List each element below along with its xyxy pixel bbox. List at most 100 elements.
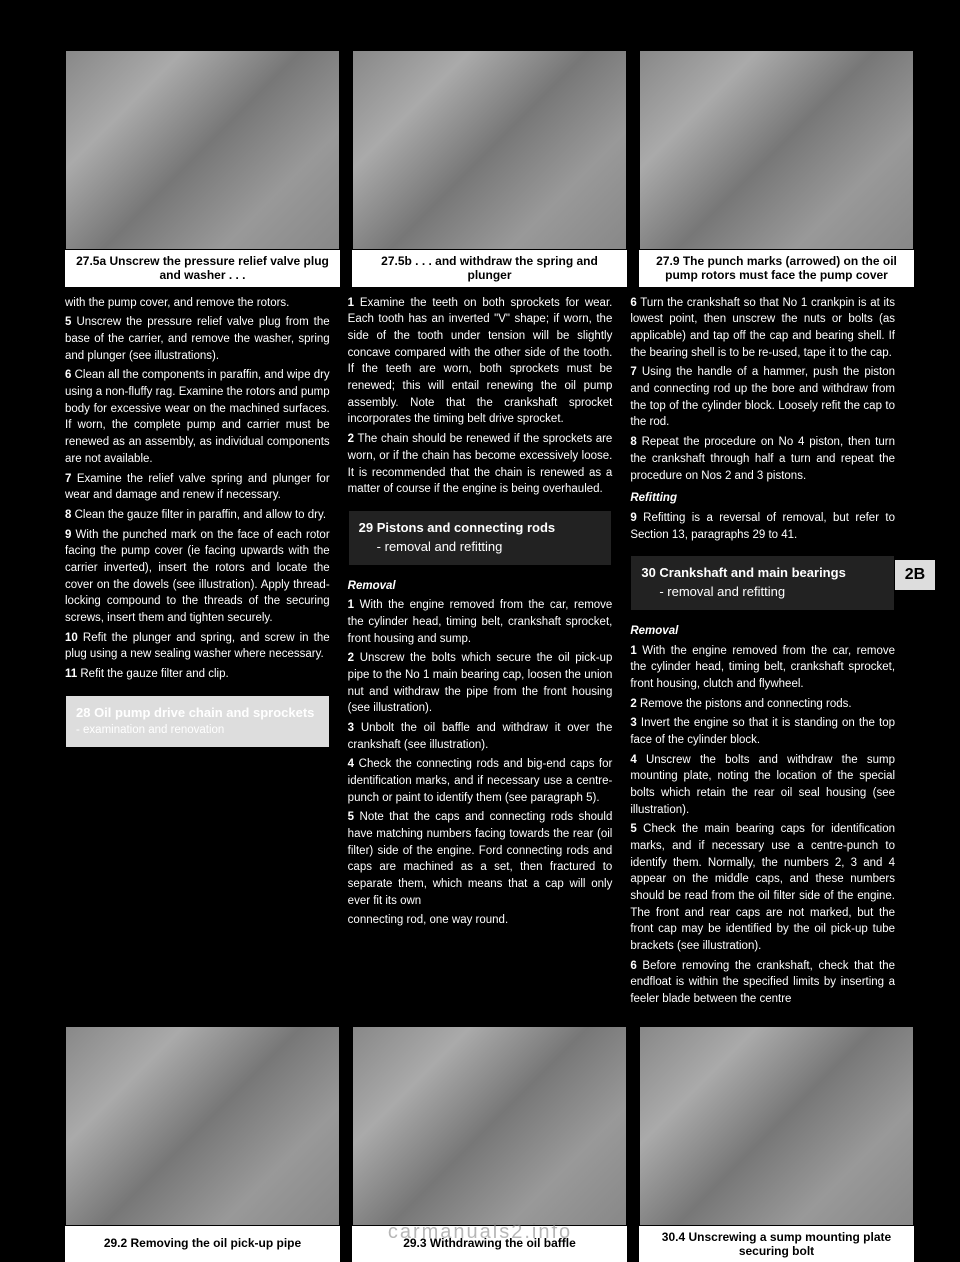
para-text: Refitting is a reversal of removal, but … [630, 512, 895, 541]
para-num: 2 [348, 652, 354, 664]
body-text: 6 Turn the crankshaft so that No 1 crank… [630, 295, 895, 362]
para-text: With the engine removed from the car, re… [630, 645, 895, 690]
figure-27-5a-caption: 27.5a Unscrew the pressure relief valve … [65, 250, 340, 287]
para-text: Check the main bearing caps for identifi… [630, 823, 895, 952]
body-text: 9 Refitting is a reversal of removal, bu… [630, 510, 895, 543]
para-text: With the punched mark on the face of eac… [65, 529, 330, 624]
para-text: Unscrew the pressure relief valve plug f… [65, 316, 330, 361]
para-num: 1 [348, 599, 354, 611]
para-num: 3 [348, 722, 354, 734]
figure-29-3-image [352, 1026, 627, 1226]
para-text: Check the connecting rods and big-end ca… [348, 758, 613, 803]
top-figures-row: 27.5a Unscrew the pressure relief valve … [0, 0, 960, 287]
para-text: The chain should be renewed if the sproc… [348, 433, 613, 495]
figure-27-5a: 27.5a Unscrew the pressure relief valve … [65, 50, 340, 287]
body-text: 5 Check the main bearing caps for identi… [630, 821, 895, 954]
figure-30-4-image [639, 1026, 914, 1226]
para-text: Before removing the crankshaft, check th… [630, 960, 895, 1005]
para-num: 6 [630, 297, 636, 309]
body-text: 1 With the engine removed from the car, … [348, 597, 613, 647]
para-num: 6 [65, 369, 71, 381]
removal-subhead: Removal [630, 623, 895, 640]
page-container: 27.5a Unscrew the pressure relief valve … [0, 0, 960, 1262]
body-text: 6 Clean all the components in paraffin, … [65, 367, 330, 467]
para-num: 4 [630, 754, 636, 766]
figure-27-5a-image [65, 50, 340, 250]
para-text: Invert the engine so that it is standing… [630, 717, 895, 746]
section-30-title: 30 Crankshaft and main bearings [641, 564, 884, 583]
refitting-subhead: Refitting [630, 490, 895, 507]
body-text: with the pump cover, and remove the roto… [65, 295, 330, 312]
body-text: 5 Note that the caps and connecting rods… [348, 809, 613, 909]
para-num: 5 [65, 316, 71, 328]
figure-27-5b-image [352, 50, 627, 250]
figure-27-9: 27.9 The punch marks (arrowed) on the oi… [639, 50, 914, 287]
body-text: connecting rod, one way round. [348, 912, 613, 929]
body-text: 2 The chain should be renewed if the spr… [348, 431, 613, 498]
column-3: 6 Turn the crankshaft so that No 1 crank… [630, 295, 895, 1011]
body-text: 11 Refit the gauze filter and clip. [65, 666, 330, 683]
para-num: 3 [630, 717, 636, 729]
para-num: 10 [65, 632, 78, 644]
removal-subhead: Removal [348, 578, 613, 595]
section-29-title: 29 Pistons and connecting rods [359, 519, 602, 538]
section-29-sub: - removal and refitting [359, 538, 602, 557]
para-num: 11 [65, 668, 77, 680]
para-num: 6 [630, 960, 636, 972]
body-text: 8 Repeat the procedure on No 4 piston, t… [630, 434, 895, 484]
para-text: Examine the teeth on both sprockets for … [348, 297, 613, 426]
section-30-sub: - removal and refitting [641, 583, 884, 602]
body-text: 5 Unscrew the pressure relief valve plug… [65, 314, 330, 364]
para-num: 5 [630, 823, 636, 835]
body-text: 2 Remove the pistons and connecting rods… [630, 696, 895, 713]
body-text: 4 Unscrew the bolts and withdraw the sum… [630, 752, 895, 819]
para-text: Refit the plunger and spring, and screw … [65, 632, 330, 661]
para-text: Remove the pistons and connecting rods. [640, 698, 852, 710]
column-1: with the pump cover, and remove the roto… [65, 295, 330, 1011]
para-text: Repeat the procedure on No 4 piston, the… [630, 436, 895, 481]
body-text: 6 Before removing the crankshaft, check … [630, 958, 895, 1008]
section-29-box: 29 Pistons and connecting rods - removal… [348, 510, 613, 566]
body-text: 2 Unscrew the bolts which secure the oil… [348, 650, 613, 717]
para-num: 9 [630, 512, 636, 524]
para-num: 7 [65, 473, 71, 485]
figure-27-5b-caption: 27.5b . . . and withdraw the spring and … [352, 250, 627, 287]
para-text: Turn the crankshaft so that No 1 crankpi… [630, 297, 895, 359]
body-text: 3 Unbolt the oil baffle and withdraw it … [348, 720, 613, 753]
section-28-sub: - examination and renovation [76, 724, 224, 736]
body-text: 7 Examine the relief valve spring and pl… [65, 471, 330, 504]
figure-27-9-image [639, 50, 914, 250]
column-2: 1 Examine the teeth on both sprockets fo… [348, 295, 613, 1011]
figure-27-9-caption: 27.9 The punch marks (arrowed) on the oi… [639, 250, 914, 287]
figure-27-5b: 27.5b . . . and withdraw the spring and … [352, 50, 627, 287]
para-text: Examine the relief valve spring and plun… [65, 473, 330, 502]
body-text: 10 Refit the plunger and spring, and scr… [65, 630, 330, 663]
section-28-box: 28 Oil pump drive chain and sprockets - … [65, 695, 330, 749]
para-num: 5 [348, 811, 354, 823]
para-text: Clean the gauze filter in paraffin, and … [75, 509, 326, 521]
body-text: 9 With the punched mark on the face of e… [65, 527, 330, 627]
para-num: 1 [348, 297, 354, 309]
para-text: Using the handle of a hammer, push the p… [630, 366, 895, 428]
para-num: 9 [65, 529, 71, 541]
body-text: 4 Check the connecting rods and big-end … [348, 756, 613, 806]
figure-29-2-image [65, 1026, 340, 1226]
body-text: 8 Clean the gauze filter in paraffin, an… [65, 507, 330, 524]
section-28-title: 28 Oil pump drive chain and sprockets [76, 705, 314, 720]
para-num: 4 [348, 758, 354, 770]
watermark-text: carmanuals2.info [0, 1221, 960, 1244]
para-text: Note that the caps and connecting rods s… [348, 811, 613, 906]
body-text: 3 Invert the engine so that it is standi… [630, 715, 895, 748]
para-text: Refit the gauze filter and clip. [80, 668, 228, 680]
body-columns: with the pump cover, and remove the roto… [0, 287, 960, 1011]
page-section-tab: 2B [895, 560, 935, 590]
section-30-box: 30 Crankshaft and main bearings - remova… [630, 555, 895, 611]
para-text: With the engine removed from the car, re… [348, 599, 613, 644]
section-28-heading: 28 Oil pump drive chain and sprockets - … [76, 704, 319, 740]
body-text: 1 Examine the teeth on both sprockets fo… [348, 295, 613, 428]
para-num: 7 [630, 366, 636, 378]
para-text: Unbolt the oil baffle and withdraw it ov… [348, 722, 613, 751]
para-num: 2 [348, 433, 354, 445]
para-num: 1 [630, 645, 636, 657]
para-text: Clean all the components in paraffin, an… [65, 369, 330, 464]
